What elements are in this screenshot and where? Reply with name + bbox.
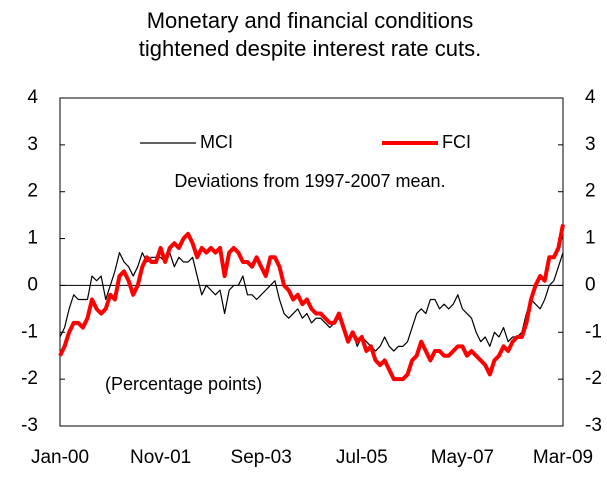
annotation: Deviations from 1997-2007 mean. [174,171,445,191]
y-tick-label: 1 [27,228,38,249]
series-line [58,224,565,382]
chart-title: Monetary and financial conditions [147,8,474,33]
y2-tick-label: -2 [585,368,602,389]
y-tick-label: -1 [21,321,38,342]
y2-tick-label: 2 [585,181,596,202]
chart-title: tightened despite interest rate cuts. [139,36,481,61]
x-tick-label: Jul-05 [336,447,388,468]
y2-tick-label: 4 [585,87,596,108]
y2-tick-label: 1 [585,228,596,249]
plot-frame [59,97,564,427]
y-tick-label: 0 [27,274,38,295]
series-line [59,252,564,352]
y-tick-label: 2 [27,181,38,202]
annotation: (Percentage points) [105,374,262,394]
legend-label: FCI [442,132,471,152]
y-tick-label: -3 [21,415,38,436]
y2-tick-label: -1 [585,321,602,342]
legend-label: MCI [200,132,233,152]
x-tick-label: Nov-01 [130,447,191,468]
x-tick-label: Mar-09 [533,447,593,468]
y-tick-label: -2 [21,368,38,389]
y2-tick-label: 3 [585,134,596,155]
y2-tick-label: 0 [585,274,596,295]
x-tick-label: Jan-00 [31,447,89,468]
y-tick-label: 3 [27,134,38,155]
x-tick-label: May-07 [431,447,494,468]
x-tick-label: Sep-03 [231,447,292,468]
y-tick-label: 4 [27,87,38,108]
y2-tick-label: -3 [585,415,602,436]
